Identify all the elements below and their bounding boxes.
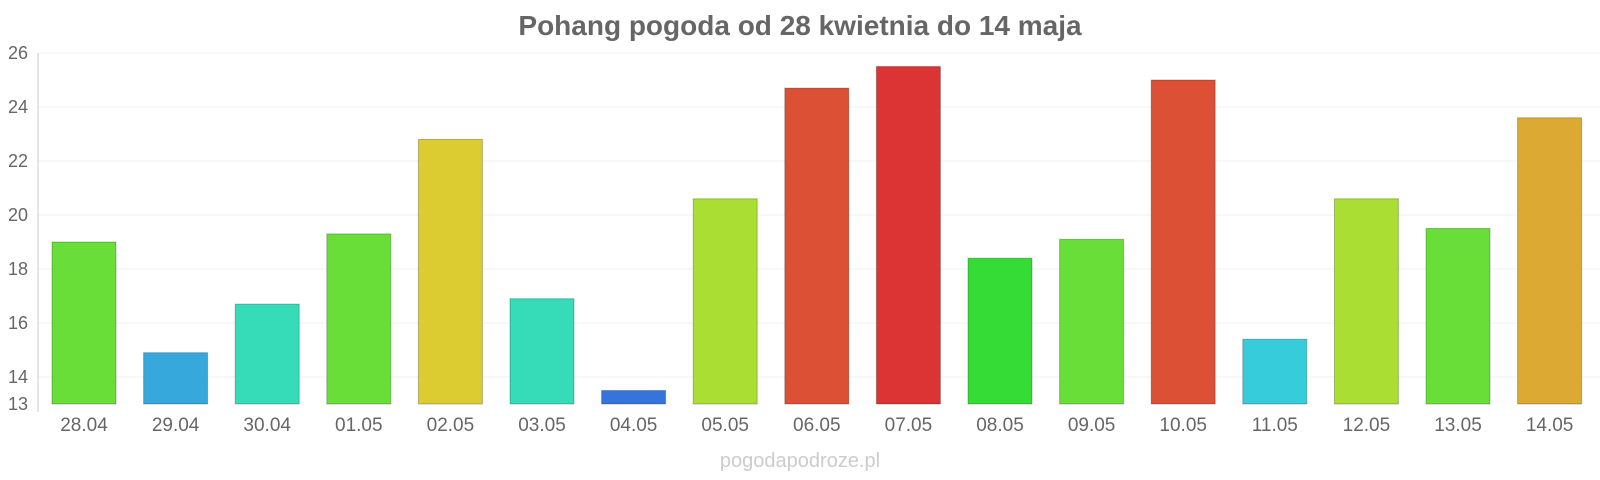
bar-29.04 bbox=[143, 352, 209, 405]
chart-title: Pohang pogoda od 28 kwietnia do 14 maja bbox=[518, 10, 1082, 41]
bar-11.05 bbox=[1242, 338, 1308, 405]
y-tick-label: 20 bbox=[8, 205, 28, 225]
bar-04.05 bbox=[601, 390, 667, 405]
bar-07.05 bbox=[875, 66, 941, 405]
bar-01.05 bbox=[326, 233, 392, 405]
x-tick-label: 05.05 bbox=[701, 415, 749, 436]
x-tick-label: 14.05 bbox=[1526, 415, 1574, 436]
x-tick-label: 07.05 bbox=[885, 415, 933, 436]
y-tick-label: 16 bbox=[8, 313, 28, 333]
bar-13.05 bbox=[1425, 228, 1491, 405]
bar-06.05 bbox=[784, 87, 850, 405]
bar-28.04 bbox=[51, 241, 117, 405]
y-tick-label: 22 bbox=[8, 151, 28, 171]
y-tick-label: 14 bbox=[8, 367, 28, 387]
bar-30.04 bbox=[234, 303, 300, 405]
x-tick-label: 02.05 bbox=[427, 415, 475, 436]
x-tick-label: 10.05 bbox=[1159, 415, 1207, 436]
bar-14.05 bbox=[1517, 117, 1583, 405]
x-tick-label: 04.05 bbox=[610, 415, 658, 436]
x-axis-labels: 28.04 29.04 30.04 01.05 02.05 03.05 04.05 05.05… bbox=[60, 415, 1573, 436]
y-tick-label: 24 bbox=[8, 97, 28, 117]
x-tick-label: 03.05 bbox=[518, 415, 566, 436]
bar-10.05 bbox=[1150, 79, 1216, 405]
x-tick-label: 30.04 bbox=[243, 415, 291, 436]
x-tick-label: 01.05 bbox=[335, 415, 383, 436]
bar-03.05 bbox=[509, 298, 575, 405]
watermark-text: pogodapodroze.pl bbox=[719, 450, 881, 472]
y-tick-label: 26 bbox=[8, 43, 28, 63]
x-tick-label: 11.05 bbox=[1252, 415, 1298, 436]
x-tick-label: 28.04 bbox=[60, 415, 108, 436]
x-tick-label: 08.05 bbox=[976, 415, 1024, 436]
y-axis: 13 14 16 18 20 22 24 26 bbox=[8, 43, 39, 414]
x-tick-label: 09.05 bbox=[1068, 415, 1116, 436]
bar-12.05 bbox=[1333, 198, 1399, 405]
y-tick-label: 13 bbox=[8, 394, 28, 414]
bar-09.05 bbox=[1059, 238, 1125, 405]
x-tick-label: 13.05 bbox=[1434, 415, 1482, 436]
y-tick-label: 18 bbox=[8, 259, 28, 279]
bar-02.05 bbox=[417, 138, 483, 405]
x-tick-label: 12.05 bbox=[1343, 415, 1391, 436]
bar-05.05 bbox=[692, 198, 758, 405]
x-tick-label: 06.05 bbox=[793, 415, 841, 436]
bar-08.05 bbox=[967, 257, 1033, 405]
x-tick-label: 29.04 bbox=[152, 415, 200, 436]
bars bbox=[51, 66, 1583, 405]
